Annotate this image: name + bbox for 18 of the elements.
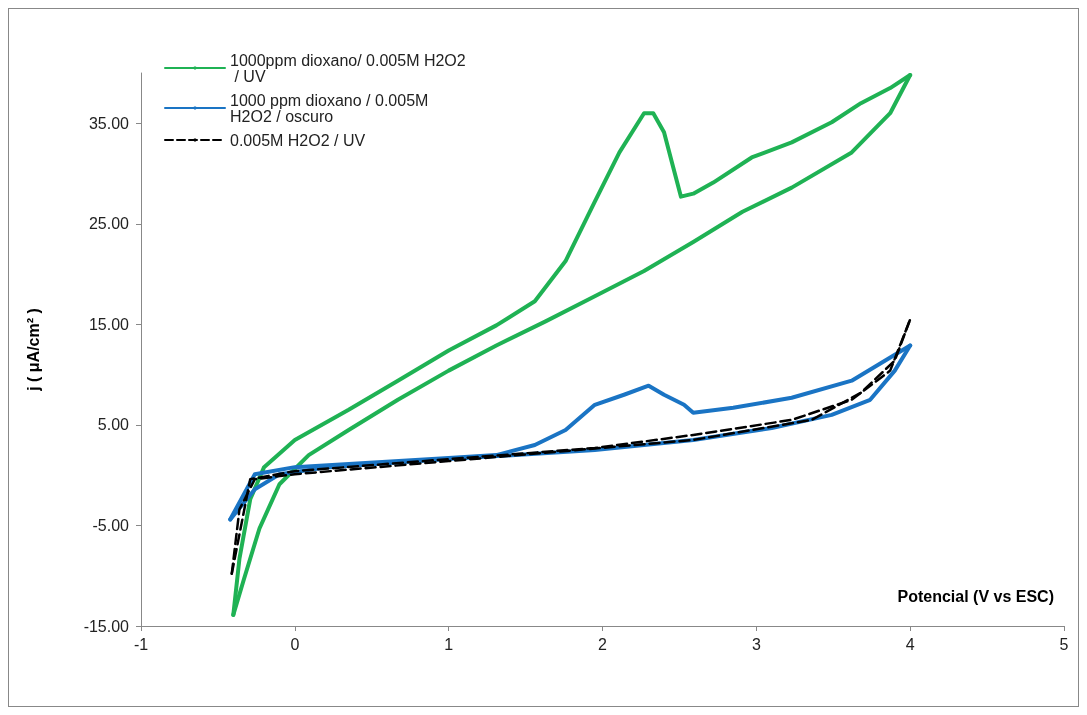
x-tick-label: 5 (1059, 635, 1069, 653)
y-axis-title: j ( μA/cm² ) (24, 308, 42, 392)
x-tick-label: 1 (444, 635, 454, 653)
y-tick-label: -5.00 (92, 516, 130, 534)
y-tick-label: -15.00 (83, 617, 130, 635)
x-tick-label: 4 (905, 635, 915, 653)
legend-label: 1000ppm dioxano/ 0.005M H2O2 / UV (230, 51, 466, 85)
legend-label: 1000 ppm dioxano / 0.005M H2O2 / oscuro (230, 91, 433, 125)
y-tick-label: 25.00 (88, 215, 130, 233)
x-axis-title: Potencial (V vs ESC) (897, 587, 1054, 605)
y-tick-label: 15.00 (88, 315, 130, 333)
x-tick-label: 2 (598, 635, 608, 653)
x-tick-label: 0 (290, 635, 300, 653)
x-tick-label: 3 (751, 635, 761, 653)
legend-label: 0.005M H2O2 / UV (230, 131, 366, 149)
y-tick-label: 5.00 (97, 416, 130, 434)
x-tick-label: -1 (133, 635, 149, 653)
y-tick-label: 35.00 (88, 114, 130, 132)
